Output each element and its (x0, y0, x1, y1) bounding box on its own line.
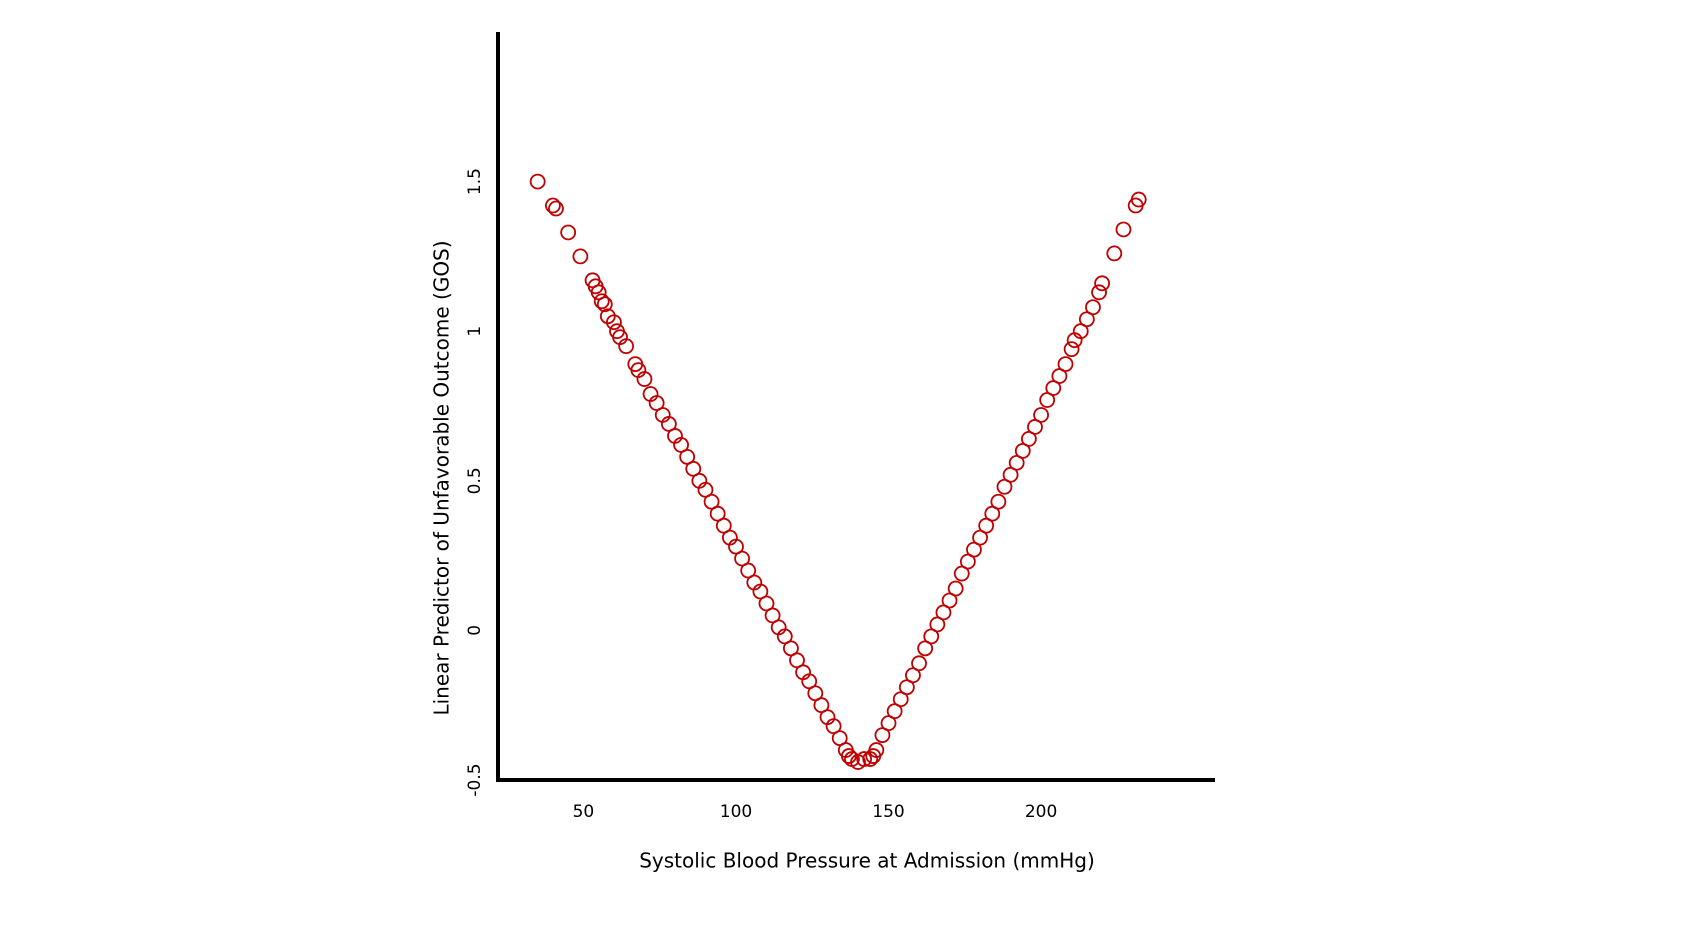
point (990, 493, 1007, 510)
point (593, 293, 610, 310)
x-tick-label: 200 (1025, 802, 1057, 822)
point (947, 580, 964, 597)
y-tick-label: -0.5 (465, 763, 485, 796)
point (1057, 356, 1074, 373)
point (1033, 407, 1049, 423)
x-axis-title: Systolic Blood Pressure at Admission (mm… (639, 849, 1095, 873)
point (1106, 245, 1123, 262)
point (1130, 191, 1147, 208)
point (618, 338, 635, 355)
y-tick-label: 0 (465, 625, 485, 636)
point (572, 248, 589, 265)
point (596, 296, 613, 313)
point (529, 173, 546, 190)
y-tick-label: 0.5 (465, 467, 485, 494)
point (1115, 221, 1132, 238)
y-tick-label: 1.5 (465, 168, 485, 195)
y-tick-label: 1 (465, 326, 485, 337)
point (1094, 275, 1111, 292)
point (560, 224, 577, 241)
point (911, 655, 927, 672)
x-tick-label: 100 (720, 802, 752, 822)
point (856, 751, 873, 767)
point (545, 197, 561, 214)
point (868, 742, 885, 758)
y-axis-title: Linear Predictor of Unfavorable Outcome … (430, 240, 454, 715)
x-tick-label: 50 (573, 802, 595, 822)
point (1085, 299, 1101, 316)
x-tick-label: 150 (872, 802, 904, 822)
point (1091, 284, 1107, 301)
point (606, 314, 622, 331)
point (1063, 341, 1080, 358)
point (548, 200, 564, 217)
point (636, 371, 653, 387)
